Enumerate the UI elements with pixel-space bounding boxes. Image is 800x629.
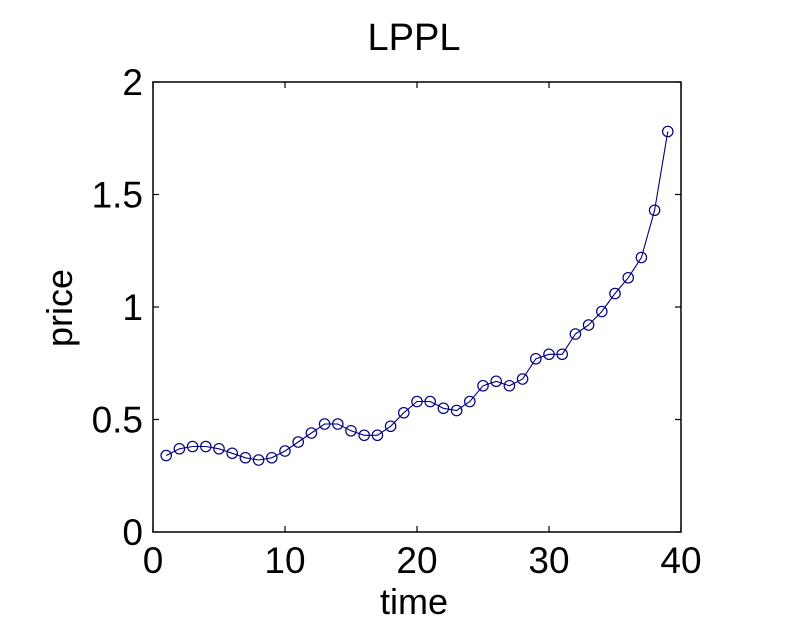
price-series-line <box>165 131 669 461</box>
data-point-marker <box>318 418 331 430</box>
data-point-marker <box>252 454 265 466</box>
data-point-marker <box>200 440 212 453</box>
data-point-marker <box>463 395 476 408</box>
data-point-marker <box>173 442 186 455</box>
data-point-marker <box>424 395 436 408</box>
data-point-marker <box>622 271 634 284</box>
data-point-marker <box>213 442 225 455</box>
data-point-marker <box>490 375 502 388</box>
data-point-marker <box>371 429 384 442</box>
data-point-marker <box>582 319 595 331</box>
chart-title: LPPL <box>368 17 461 59</box>
x-tick-label: 20 <box>396 540 437 581</box>
x-axis-label: time <box>380 581 448 622</box>
plot-area <box>160 125 674 466</box>
data-point-marker <box>609 287 621 300</box>
y-axis-ticks: 0 0.5 1 1.5 2 <box>92 62 681 553</box>
price-series-markers <box>160 125 674 466</box>
y-tick-label: 0 <box>122 512 143 553</box>
data-point-marker <box>543 348 555 361</box>
data-point-marker <box>305 427 318 439</box>
data-point-marker <box>292 436 304 448</box>
plot-frame <box>152 81 682 533</box>
x-axis-ticks: 0 10 20 30 40 <box>143 82 702 581</box>
data-point-marker <box>239 451 252 464</box>
x-tick-label: 40 <box>660 540 701 581</box>
data-point-marker <box>358 429 370 442</box>
y-tick-label: 2 <box>122 62 143 103</box>
y-tick-label: 1.5 <box>92 175 143 216</box>
data-point-marker <box>503 379 516 392</box>
y-axis-label: price <box>39 269 80 347</box>
x-tick-label: 10 <box>264 540 305 581</box>
data-point-marker <box>529 352 542 365</box>
y-tick-label: 1 <box>122 287 143 328</box>
data-point-marker <box>648 204 661 217</box>
data-point-marker <box>556 348 568 361</box>
x-tick-label: 30 <box>528 540 569 581</box>
data-point-marker <box>569 328 582 340</box>
data-point-marker <box>345 424 357 437</box>
data-point-marker <box>331 418 344 430</box>
data-point-marker <box>595 305 608 318</box>
data-point-marker <box>635 251 648 264</box>
data-point-marker <box>186 440 199 453</box>
data-point-marker <box>397 406 410 419</box>
y-tick-label: 0.5 <box>92 400 143 441</box>
data-point-marker <box>279 445 291 457</box>
data-point-marker <box>661 125 674 138</box>
data-point-marker <box>384 420 397 433</box>
data-point-marker <box>411 395 423 408</box>
data-point-marker <box>160 449 172 462</box>
data-point-marker <box>450 404 463 417</box>
data-point-marker <box>265 451 278 464</box>
data-point-marker <box>516 373 529 385</box>
data-point-marker <box>437 402 450 415</box>
x-tick-label: 0 <box>143 540 164 581</box>
data-point-marker <box>477 379 489 392</box>
data-point-marker <box>226 447 238 460</box>
